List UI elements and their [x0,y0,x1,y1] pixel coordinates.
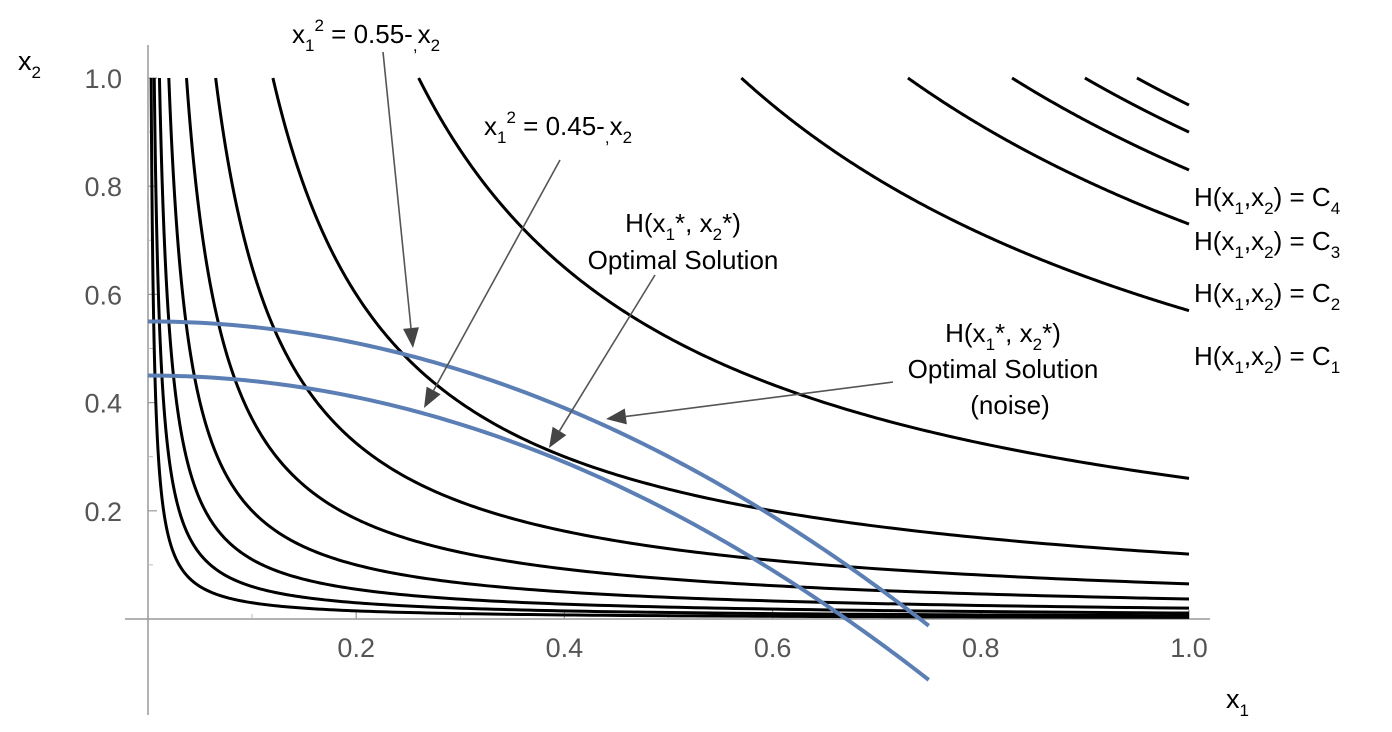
noise-solution-label-line3: (noise) [970,390,1049,420]
level-curve [214,77,1190,586]
y-tick-label: 0.6 [84,280,122,310]
annotation-arrow-shaft [558,274,656,432]
y-tick-label: 0.4 [84,389,122,419]
annotation-arrow-shaft [625,381,894,418]
level-curve [1084,76,1190,134]
optimal-solution-label-line2: Optimal Solution [588,245,779,275]
level-curve-label: H(x1,x2) = C1 [1194,341,1340,377]
x-tick-label: 0.8 [962,633,1000,663]
annotation-arrow-shaft [382,51,412,329]
annotation-arrow-shaft [432,159,561,391]
x-tick-label: 0.4 [546,633,584,663]
constraint-curve [147,319,930,628]
annotation-arrow-head [424,386,441,408]
annotation-arrow-head [403,327,419,348]
level-curve [907,76,1190,226]
y-tick-label: 0.2 [84,497,122,527]
level-curve-label: H(x1,x2) = C3 [1194,226,1340,262]
level-curve [1011,76,1190,172]
level-curve [152,77,1190,618]
level-curve [157,77,1190,615]
constraint-label-045: x12 = 0.45-,x2 [484,108,632,147]
level-curve [167,77,1190,610]
x-tick-label: 0.6 [754,633,792,663]
level-curve [149,77,1190,619]
level-curve-label: H(x1,x2) = C4 [1194,182,1340,218]
level-curve [740,76,1190,313]
x-tick-label: 1.0 [1170,633,1208,663]
level-curves [149,76,1190,619]
level-curve [185,77,1190,601]
level-curve [1136,76,1190,107]
constraint-curve [147,373,930,682]
level-curve-labels: H(x1,x2) = C4 H(x1,x2) = C3 H(x1,x2) = C2 H… [1194,182,1340,377]
noise-solution-label-line2: Optimal Solution [908,354,1099,384]
tick-marks: 0.2 0.4 0.6 0.8 1.0 0.2 0.4 0.6 0.8 1.0 [84,64,1207,663]
x-axis-label: x1 [1226,684,1249,720]
constraint-curves [147,319,930,682]
level-curve [417,77,1190,480]
annotation-arrow-head [549,426,567,448]
annotation-arrows [382,51,894,448]
level-curve [271,77,1190,556]
noise-solution-label-line1: H(x1*, x2*) [945,318,1061,354]
x-tick-label: 0.2 [337,633,375,663]
y-tick-label: 1.0 [84,64,122,94]
y-axis-label: x2 [18,46,41,82]
constraint-label-055: x12 = 0.55-,x2 [292,16,440,55]
y-tick-label: 0.8 [84,172,122,202]
level-curve-label: H(x1,x2) = C2 [1194,278,1340,314]
annotation-arrow-head [606,408,627,425]
optimal-solution-label-line1: H(x1*, x2*) [625,208,741,244]
